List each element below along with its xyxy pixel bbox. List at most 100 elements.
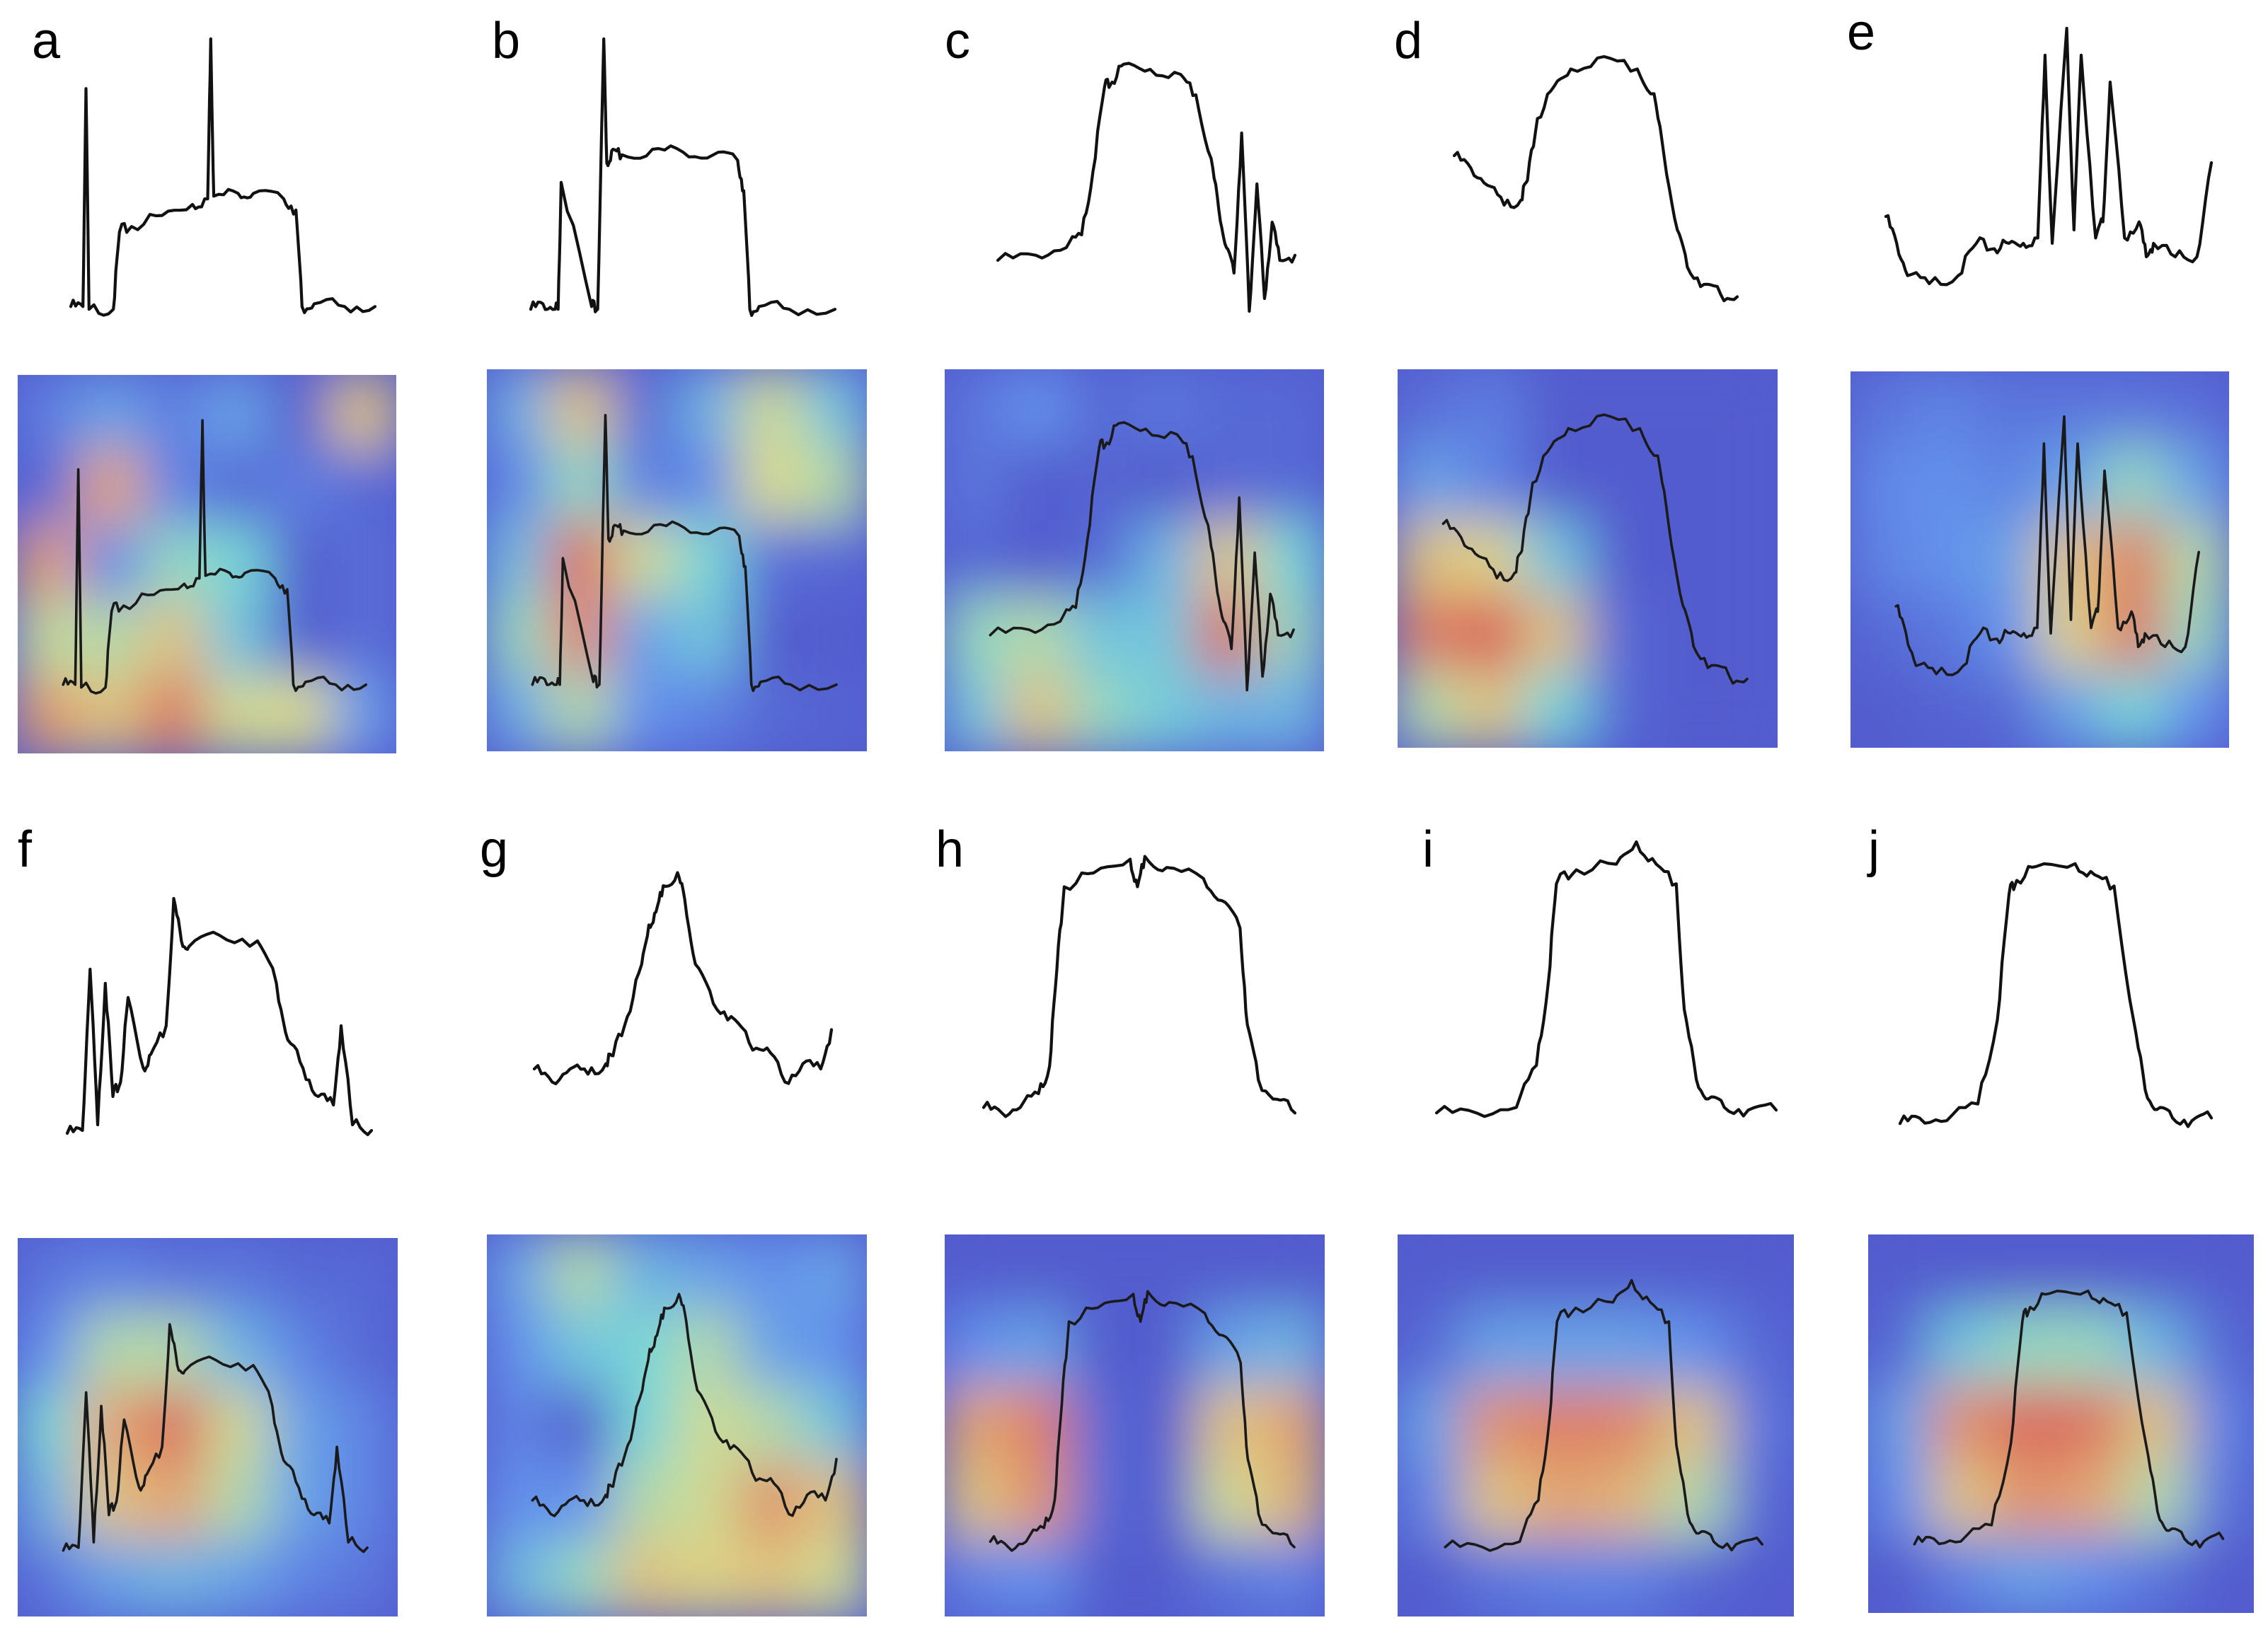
heatmap-cell — [79, 1238, 146, 1315]
heatmap-cell — [2101, 671, 2168, 748]
heatmap-cell — [205, 525, 272, 603]
panel-label-d: d — [1394, 13, 1422, 69]
heatmap-cell — [945, 369, 1010, 447]
heatmap-cell — [1070, 1386, 1136, 1465]
heatmap-cell — [1398, 1309, 1466, 1389]
heatmap-cell — [18, 601, 83, 679]
signal-trace-h — [982, 855, 1297, 1118]
heatmap-cell — [612, 673, 679, 751]
heatmap-cell — [1459, 671, 1526, 748]
heatmap-trace-j — [1913, 1289, 2225, 1549]
signal-trace-b — [529, 37, 837, 317]
heatmap-cell — [2038, 445, 2105, 524]
heatmap-cell — [1133, 444, 1199, 524]
heatmap-cell — [1197, 1386, 1263, 1465]
heatmap-cell — [205, 449, 272, 528]
heatmap-cell — [1459, 595, 1526, 673]
heatmap-cell — [1462, 1234, 1531, 1312]
heatmap-cell — [1398, 1539, 1466, 1616]
heatmap-cell — [1528, 1386, 1597, 1465]
heatmap-trace-g — [531, 1292, 838, 1517]
panel-label-a: a — [32, 13, 61, 69]
heatmap-cell — [1196, 521, 1262, 600]
heatmap-cell — [270, 1312, 336, 1391]
signal-trace-a — [69, 37, 377, 317]
heatmap-cell — [18, 1539, 83, 1616]
heatmap-cell — [1995, 1460, 2063, 1539]
heatmap-cell — [1006, 521, 1073, 600]
heatmap-cell — [18, 525, 83, 603]
heatmap-trace-b — [531, 414, 838, 693]
heatmap-cell — [2038, 671, 2105, 748]
heatmap-cell — [1197, 1539, 1263, 1616]
heatmap-trace-c — [989, 421, 1295, 692]
heatmap-cell — [2188, 1460, 2254, 1539]
heatmap-cell — [1868, 1536, 1934, 1613]
heatmap-cell — [1459, 369, 1526, 446]
heatmap-cell — [1462, 1462, 1531, 1541]
heatmap-overlay-wash — [487, 369, 867, 751]
heatmap-cell — [1070, 1462, 1136, 1541]
heatmap-cell — [142, 449, 209, 528]
heatmap-cell — [1726, 1462, 1794, 1541]
heatmap-cell — [268, 449, 335, 528]
heatmap-cell — [1726, 1309, 1794, 1389]
heatmap-cell — [1660, 1539, 1729, 1616]
heatmap-cell — [1528, 1234, 1597, 1312]
heatmap-cell — [1133, 673, 1199, 751]
heatmap-cell — [945, 597, 1010, 676]
heatmap-cell — [270, 1238, 336, 1315]
heatmap-cell — [1712, 444, 1778, 522]
heatmap-cell — [802, 521, 867, 600]
heatmap-cell — [945, 673, 1010, 751]
heatmap-cell — [2124, 1536, 2192, 1613]
heatmap-cell — [1995, 1384, 2063, 1463]
heatmap-cell — [2059, 1384, 2127, 1463]
heatmap-cell — [2188, 1234, 2254, 1312]
panel-label-i: i — [1422, 821, 1434, 878]
heatmap-cell — [1006, 1234, 1073, 1312]
heatmap-cell — [675, 369, 742, 447]
heatmap-cell — [142, 375, 209, 452]
heatmap-cell — [1912, 445, 1979, 524]
heatmap-cell — [1398, 369, 1463, 446]
heatmap-cell — [2164, 371, 2229, 449]
heatmap-cell — [675, 1539, 742, 1616]
heatmap-cell — [487, 673, 552, 751]
heatmap-cell — [1660, 1386, 1729, 1465]
heatmap-cell — [1260, 1386, 1325, 1465]
heatmap-cell — [1006, 369, 1073, 447]
heatmap-cell — [802, 1539, 867, 1616]
heatmap-cell — [1259, 521, 1324, 600]
heatmap-cell — [487, 1539, 552, 1616]
heatmap-cell — [268, 676, 335, 753]
heatmap-cell — [1070, 1309, 1136, 1389]
panel-label-f: f — [18, 821, 33, 878]
heatmap-cell — [1523, 671, 1589, 748]
heatmap-cell — [1868, 1309, 1934, 1387]
heatmap-cell — [331, 601, 396, 679]
heatmap-cell — [1260, 1539, 1325, 1616]
heatmap-cell — [1069, 673, 1136, 751]
heatmap-cell — [487, 1234, 552, 1312]
heatmap-cell — [18, 676, 83, 753]
heatmap-cell — [2124, 1384, 2192, 1463]
heatmap-cell — [675, 1462, 742, 1541]
heatmap-cell — [1930, 1384, 1998, 1463]
heatmap-cell — [79, 449, 146, 528]
heatmap-cell — [1133, 1462, 1199, 1541]
heatmap-trace-d — [1441, 413, 1749, 685]
heatmap-cell — [1260, 1309, 1325, 1389]
heatmap-cell — [1868, 1384, 1934, 1463]
heatmap-cell — [487, 597, 552, 676]
heatmap-cell — [2164, 596, 2229, 674]
heatmap-cell — [675, 597, 742, 676]
heatmap-cell — [802, 597, 867, 676]
heatmap-overlay-wash — [487, 1234, 867, 1616]
heatmap-cell — [79, 1312, 146, 1391]
heatmap-d — [1398, 369, 1778, 748]
heatmap-cell — [1006, 444, 1073, 524]
heatmap-cell — [1196, 444, 1262, 524]
panel-a: a — [18, 13, 396, 753]
heatmap-cell — [2059, 1536, 2127, 1613]
